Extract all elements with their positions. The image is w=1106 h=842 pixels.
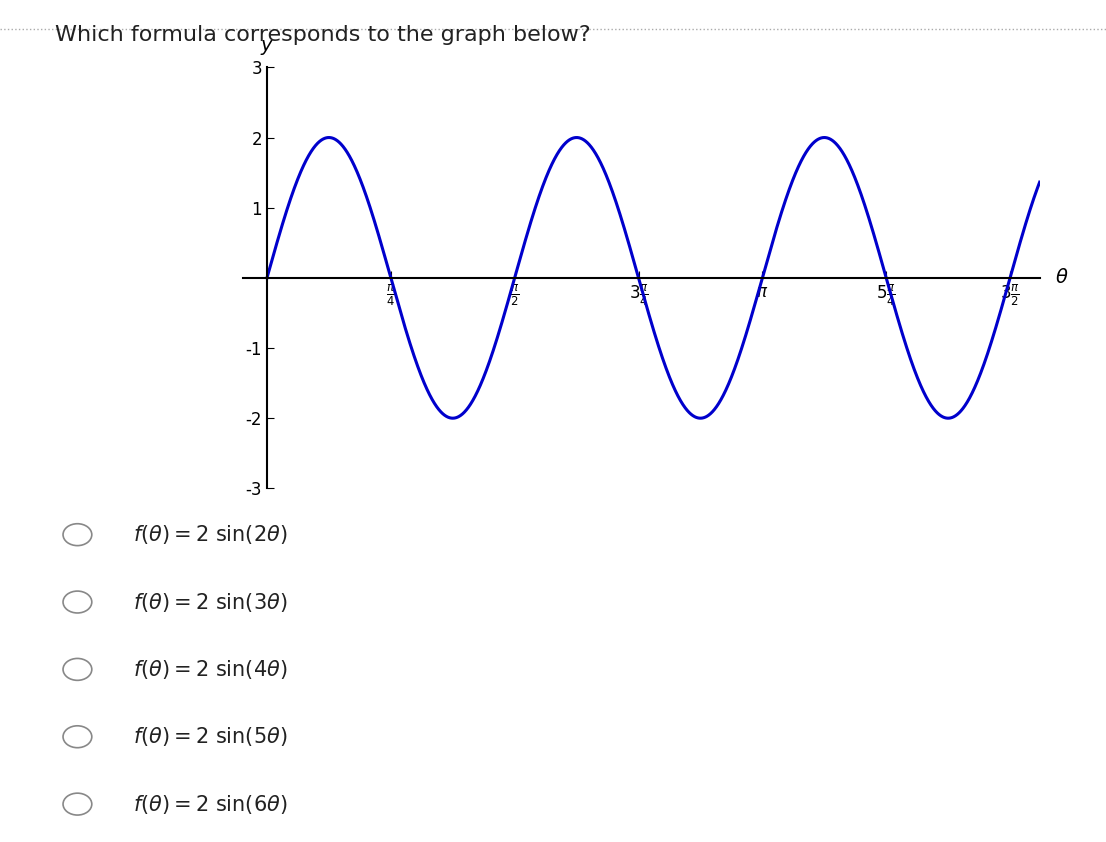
Text: Which formula corresponds to the graph below?: Which formula corresponds to the graph b… — [55, 25, 591, 45]
Text: $y$: $y$ — [260, 38, 274, 57]
Text: $f(\theta) = 2\ \sin(5\theta)$: $f(\theta) = 2\ \sin(5\theta)$ — [133, 725, 288, 749]
Text: $f(\theta) = 2\ \sin(2\theta)$: $f(\theta) = 2\ \sin(2\theta)$ — [133, 523, 288, 546]
Text: $\theta$: $\theta$ — [1055, 269, 1070, 287]
Text: $f(\theta) = 2\ \sin(3\theta)$: $f(\theta) = 2\ \sin(3\theta)$ — [133, 590, 288, 614]
Text: $f(\theta) = 2\ \sin(4\theta)$: $f(\theta) = 2\ \sin(4\theta)$ — [133, 658, 288, 681]
Text: $f(\theta) = 2\ \sin(6\theta)$: $f(\theta) = 2\ \sin(6\theta)$ — [133, 792, 288, 816]
